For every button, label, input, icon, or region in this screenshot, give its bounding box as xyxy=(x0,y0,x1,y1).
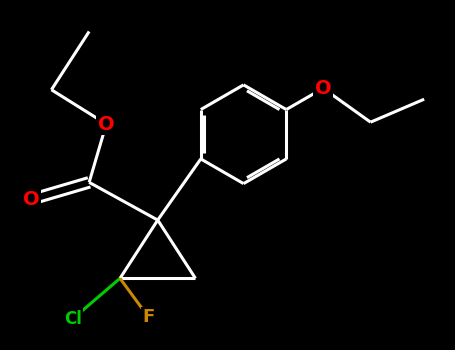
Text: F: F xyxy=(142,308,155,326)
Text: O: O xyxy=(315,79,331,98)
Text: O: O xyxy=(98,114,115,134)
Text: O: O xyxy=(23,190,39,209)
Text: Cl: Cl xyxy=(64,309,82,328)
